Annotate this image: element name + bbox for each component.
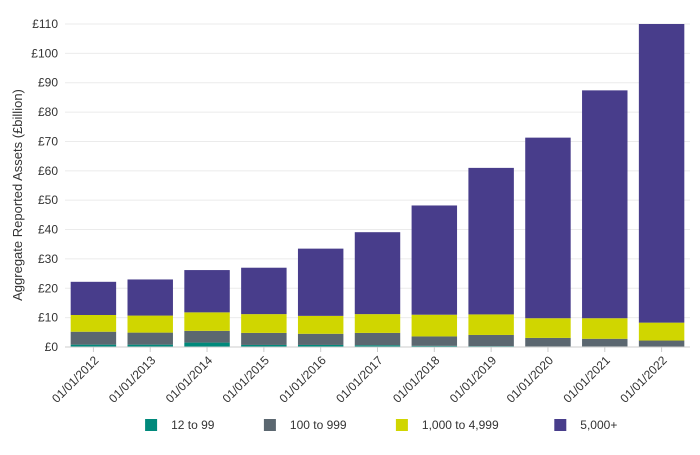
bars xyxy=(71,24,685,347)
bar-segment xyxy=(412,336,457,345)
y-tick-label: £20 xyxy=(38,281,58,295)
x-tick-label: 01/01/2016 xyxy=(276,353,329,406)
y-tick-label: £80 xyxy=(38,105,58,119)
y-tick-label: £50 xyxy=(38,193,58,207)
bar-segment xyxy=(639,24,684,323)
bar-segment xyxy=(639,341,684,347)
y-tick-label: £110 xyxy=(32,17,58,31)
y-tick-label: £70 xyxy=(38,134,58,148)
bar-segment xyxy=(128,333,173,345)
legend-item: 5,000+ xyxy=(554,418,617,432)
y-tick-label: £60 xyxy=(38,164,58,178)
x-tick-label: 01/01/2021 xyxy=(561,353,614,406)
bar-segment xyxy=(128,279,173,315)
x-tick-label: 01/01/2018 xyxy=(390,353,443,406)
x-tick-label: 01/01/2013 xyxy=(106,353,159,406)
bar-segment xyxy=(241,268,286,314)
bar-segment xyxy=(412,205,457,314)
legend-label: 1,000 to 4,999 xyxy=(422,418,499,432)
legend-item: 100 to 999 xyxy=(264,418,347,432)
y-tick-label: £100 xyxy=(31,46,58,60)
bar-segment xyxy=(71,315,116,332)
y-tick-label: £10 xyxy=(38,311,58,325)
bar-segment xyxy=(639,323,684,341)
bar-segment xyxy=(298,316,343,334)
x-tick-label: 01/01/2022 xyxy=(617,353,670,406)
bar-segment xyxy=(298,249,343,316)
bar-segment xyxy=(582,90,627,318)
x-tick-label: 01/01/2017 xyxy=(333,353,386,406)
bar-segment xyxy=(71,282,116,315)
x-tick-label: 01/01/2015 xyxy=(220,353,273,406)
bar-segment xyxy=(468,314,513,335)
legend-label: 12 to 99 xyxy=(171,418,215,432)
bar-segment xyxy=(468,168,513,315)
bar-segment xyxy=(355,333,400,345)
bar-segment xyxy=(525,318,570,338)
legend-swatch xyxy=(145,419,157,431)
bar-segment xyxy=(468,335,513,346)
bar-segment xyxy=(525,138,570,319)
bar-segment xyxy=(128,316,173,333)
legend-swatch xyxy=(264,419,276,431)
bar-segment xyxy=(184,312,229,330)
legend-label: 5,000+ xyxy=(580,418,617,432)
y-tick-label: £30 xyxy=(38,252,58,266)
legend-swatch xyxy=(396,419,408,431)
bar-segment xyxy=(412,315,457,337)
bar-segment xyxy=(298,334,343,345)
y-tick-label: £0 xyxy=(45,340,59,354)
bar-segment xyxy=(355,314,400,333)
bar-segment xyxy=(582,318,627,339)
bar-segment xyxy=(582,339,627,347)
x-tick-label: 01/01/2020 xyxy=(504,353,557,406)
legend-label: 100 to 999 xyxy=(290,418,347,432)
bar-segment xyxy=(71,332,116,345)
y-tick-label: £40 xyxy=(38,223,58,237)
x-tick-label: 01/01/2019 xyxy=(447,353,500,406)
bar-segment xyxy=(241,314,286,333)
bar-segment xyxy=(184,343,229,347)
legend-item: 12 to 99 xyxy=(145,418,215,432)
y-axis-title: Aggregate Reported Assets (£billion) xyxy=(10,89,25,301)
legend-swatch xyxy=(554,419,566,431)
legend-item: 1,000 to 4,999 xyxy=(396,418,499,432)
x-tick-label: 01/01/2014 xyxy=(163,353,216,406)
x-tick-label: 01/01/2012 xyxy=(49,353,102,406)
bar-segment xyxy=(355,232,400,314)
y-tick-label: £90 xyxy=(38,76,58,90)
bar-segment xyxy=(184,331,229,343)
bar-segment xyxy=(184,270,229,312)
legend: 12 to 99 100 to 999 1,000 to 4,999 5,000+ xyxy=(145,418,617,432)
bar-segment xyxy=(525,338,570,347)
bar-segment xyxy=(241,333,286,345)
